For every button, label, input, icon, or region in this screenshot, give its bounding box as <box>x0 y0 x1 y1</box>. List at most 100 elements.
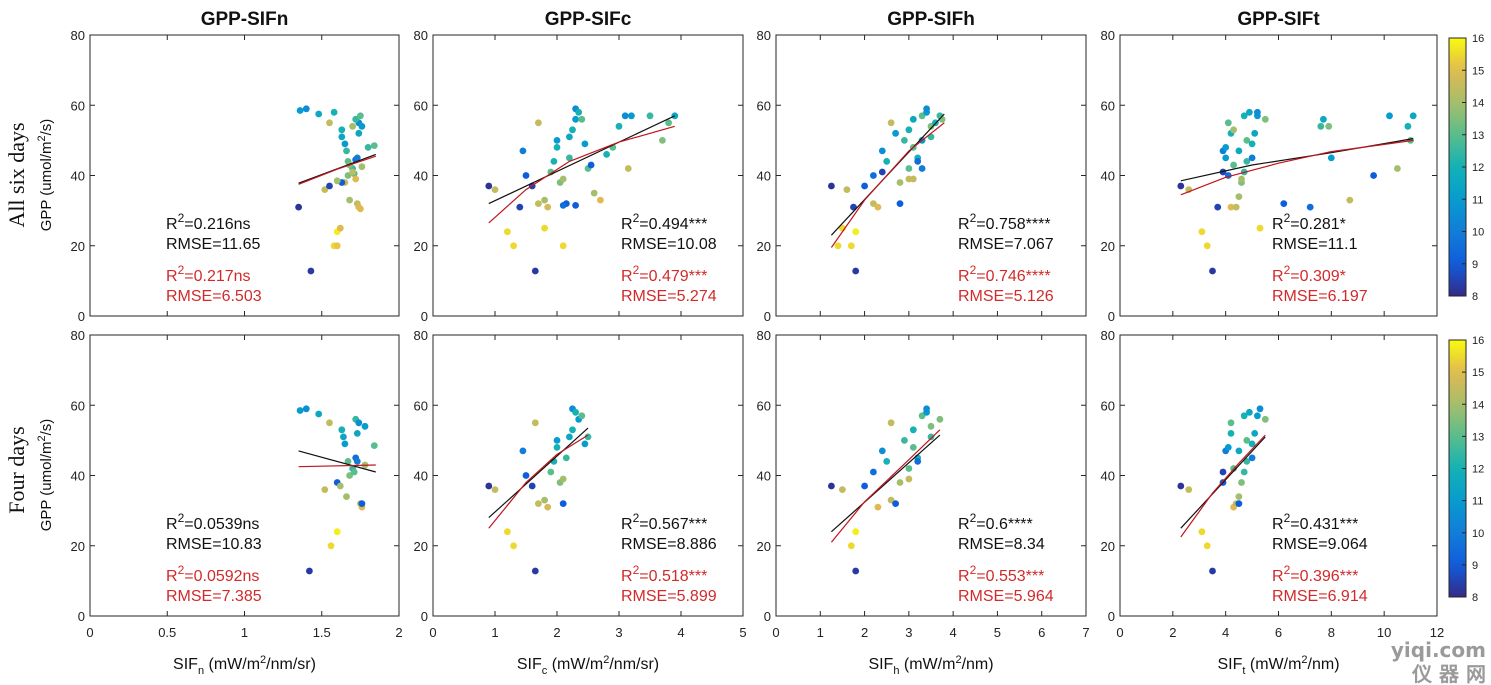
scatter-point <box>603 151 610 158</box>
x-tick-label: 6 <box>1275 625 1282 640</box>
scatter-point <box>1235 147 1243 155</box>
scatter-point <box>1232 203 1240 211</box>
stats-linear-rmse: RMSE=10.83 <box>166 536 262 553</box>
scatter-point <box>553 444 561 451</box>
y-tick-label: 0 <box>421 609 428 624</box>
scatter-point <box>581 440 589 448</box>
x-tick-label: 0 <box>772 625 779 640</box>
scatter-point <box>353 458 361 465</box>
scatter-point <box>905 465 913 472</box>
scatter-point <box>1261 115 1269 123</box>
scatter-point <box>1240 112 1248 120</box>
scatter-point <box>896 200 904 208</box>
colorbar-tick-label: 11 <box>1472 496 1483 508</box>
x-tick-label: 4 <box>1222 625 1229 640</box>
scatter-point <box>1198 228 1206 236</box>
colorbar-tick-label: 15 <box>1472 367 1484 379</box>
scatter-point <box>584 433 592 441</box>
scatter-point <box>559 175 567 183</box>
scatter-point <box>485 182 493 190</box>
scatter-point <box>909 426 917 434</box>
scatter-point <box>1203 542 1211 550</box>
scatter-point <box>519 447 527 455</box>
panel-r0-c2: 0 20 40 60 80 GPP-SIFh R2=0.758**** RMSE=7.067 R… <box>757 9 1087 324</box>
scatter-point <box>852 528 860 536</box>
plot-frame <box>432 334 744 617</box>
y-tick-label: 60 <box>1101 398 1115 413</box>
scatter-point <box>1243 437 1251 444</box>
scatter-point <box>544 203 552 211</box>
scatter-point <box>909 444 917 451</box>
scatter-point <box>1224 444 1232 451</box>
scatter-point <box>333 177 341 185</box>
y-tick-label: 80 <box>414 28 428 43</box>
y-tick-label: 0 <box>764 309 771 324</box>
scatter-point <box>338 133 346 141</box>
stats-linear-rmse: RMSE=10.08 <box>621 236 717 253</box>
nonlinear-fit-line <box>830 122 945 248</box>
scatter-point <box>1209 267 1216 275</box>
colorbar-tick-label: 10 <box>1472 227 1484 239</box>
scatter-point <box>1280 200 1288 208</box>
scatter-point <box>1254 412 1261 420</box>
scatter-point <box>559 242 567 250</box>
colorbar-tick-label: 16 <box>1472 335 1484 347</box>
scatter-point <box>828 182 835 190</box>
x-tick-label: 2 <box>1169 625 1176 640</box>
scatter-point <box>559 500 567 507</box>
scatter-point <box>302 405 310 413</box>
scatter-point <box>1251 129 1259 137</box>
scatter-point <box>839 486 846 493</box>
scatter-point <box>306 567 313 575</box>
y-tick-label: 20 <box>757 239 771 254</box>
scatter-point <box>1256 405 1264 413</box>
watermark-cn: 仪 器 网 <box>1411 662 1486 685</box>
scatter-point <box>1246 408 1253 416</box>
scatter-point <box>491 186 499 194</box>
scatter-point <box>326 182 333 190</box>
scatter-point <box>535 500 542 507</box>
scatter-point <box>1240 412 1248 420</box>
y-tick-label: 80 <box>1101 28 1115 43</box>
stats-nonlinear-r2: R2=0.217ns <box>166 263 251 285</box>
y-tick-label: 20 <box>71 239 85 254</box>
scatter-point <box>338 426 346 434</box>
scatter-point <box>615 122 623 130</box>
x-axis-label: SIFn (mW/m2/nm/sr) <box>173 654 316 677</box>
scatter-point <box>341 140 349 148</box>
scatter-point <box>333 242 341 250</box>
scatter-point <box>321 486 329 493</box>
y-tick-label: 80 <box>757 328 771 343</box>
watermark-latin: yiqi.com <box>1391 638 1486 662</box>
scatter-point <box>905 126 913 134</box>
scatter-point <box>587 161 595 169</box>
scatter-point <box>1386 112 1393 120</box>
stats-linear-r2: R2=0.758**** <box>958 211 1051 233</box>
scatter-point <box>572 202 579 209</box>
scatter-point <box>628 112 635 120</box>
scatter-point <box>1222 144 1230 151</box>
row-label-all-six-days: All six days <box>4 122 29 227</box>
nonlinear-fit-line <box>298 155 376 185</box>
scatter-point <box>624 165 632 172</box>
scatter-point <box>901 437 908 444</box>
scatter-point <box>485 482 493 490</box>
scatter-point <box>852 228 860 236</box>
scatter-point <box>883 458 891 465</box>
scatter-point <box>1394 165 1401 172</box>
scatter-point <box>350 468 358 476</box>
scatter-point <box>296 407 304 414</box>
scatter-point <box>1230 126 1237 134</box>
scatter-point <box>1235 447 1243 455</box>
scatter-point <box>566 133 573 141</box>
y-tick-label: 60 <box>71 98 85 113</box>
scatter-point <box>1243 158 1251 165</box>
x-tick-label: 3 <box>905 625 912 640</box>
scatter-point <box>870 172 877 179</box>
x-tick-label: 2 <box>861 625 868 640</box>
scatter-point <box>646 112 654 120</box>
x-tick-label: 2 <box>553 625 560 640</box>
scatter-point <box>665 119 672 127</box>
stats-nonlinear-rmse: RMSE=6.914 <box>1272 588 1368 605</box>
scatter-point <box>340 433 347 441</box>
